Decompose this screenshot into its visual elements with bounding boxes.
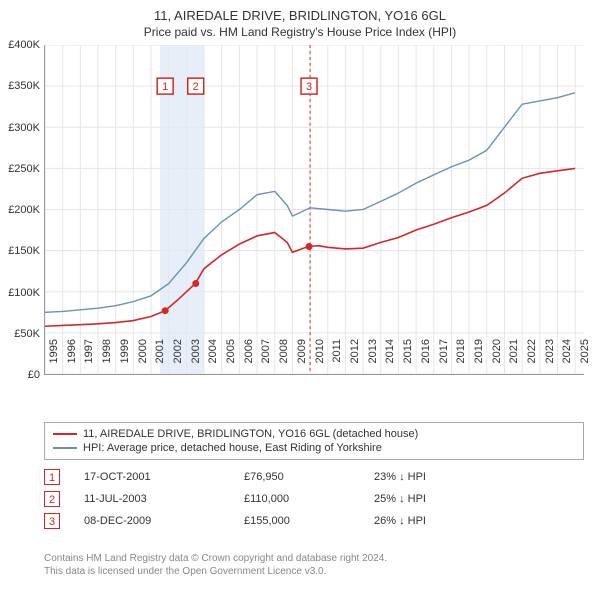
sale-marker-dot <box>192 280 199 287</box>
sale-marker-number: 2 <box>193 81 199 93</box>
sale-index-box: 2 <box>44 491 60 507</box>
sale-index-box: 3 <box>44 513 60 529</box>
x-axis-label: 1999 <box>119 339 131 379</box>
x-axis-label: 2025 <box>579 339 591 379</box>
x-axis-label: 2024 <box>561 339 573 379</box>
x-axis-label: 2021 <box>508 339 520 379</box>
x-axis-label: 2013 <box>367 339 379 379</box>
x-axis-label: 2015 <box>402 339 414 379</box>
x-axis-label: 2022 <box>526 339 538 379</box>
y-axis-label: £300K <box>0 122 40 134</box>
x-axis-label: 2011 <box>331 339 343 379</box>
chart-title: 11, AIREDALE DRIVE, BRIDLINGTON, YO16 6G… <box>0 0 600 23</box>
x-axis-label: 2004 <box>207 339 219 379</box>
chart-area: 1 2 3 £0 £50K £100K £150K £200K £250K £300K £350K… <box>0 45 600 445</box>
chart-subtitle: Price paid vs. HM Land Registry's House … <box>0 23 600 45</box>
sales-table: 117-OCT-2001£76,95023% ↓ HPI211-JUL-2003… <box>44 466 584 532</box>
y-axis-label: £150K <box>0 245 40 257</box>
x-axis-label: 2001 <box>154 339 166 379</box>
x-axis-label: 2010 <box>314 339 326 379</box>
chart-svg: 1 2 3 <box>45 45 584 374</box>
y-axis-label: £50K <box>0 328 40 340</box>
x-axis-label: 2023 <box>544 339 556 379</box>
x-axis-label: 2009 <box>296 339 308 379</box>
x-axis-label: 2005 <box>225 339 237 379</box>
table-row: 117-OCT-2001£76,95023% ↓ HPI <box>44 466 584 488</box>
legend-swatch <box>53 433 77 435</box>
sale-date: 17-OCT-2001 <box>60 471 244 483</box>
x-axis-label: 1998 <box>101 339 113 379</box>
plot-region: 1 2 3 <box>44 45 584 375</box>
x-axis-label: 2000 <box>137 339 149 379</box>
sale-date: 08-DEC-2009 <box>60 515 244 527</box>
footer-line-1: Contains HM Land Registry data © Crown c… <box>44 552 584 565</box>
x-axis-label: 2006 <box>243 339 255 379</box>
x-axis-label: 1997 <box>83 339 95 379</box>
y-axis-label: £100K <box>0 287 40 299</box>
legend-swatch <box>53 447 77 449</box>
x-axis-label: 2002 <box>172 339 184 379</box>
sale-vs-hpi: 23% ↓ HPI <box>374 471 584 483</box>
sale-marker-dot <box>306 243 313 250</box>
sale-vs-hpi: 25% ↓ HPI <box>374 493 584 505</box>
legend-row: 11, AIREDALE DRIVE, BRIDLINGTON, YO16 6G… <box>53 427 575 441</box>
sale-marker-number: 3 <box>306 81 312 93</box>
y-axis-label: £0 <box>0 369 40 381</box>
sale-marker-dot <box>162 307 169 314</box>
x-axis-label: 2017 <box>438 339 450 379</box>
x-axis-label: 2019 <box>473 339 485 379</box>
footer-attribution: Contains HM Land Registry data © Crown c… <box>44 552 584 578</box>
x-axis-label: 2018 <box>455 339 467 379</box>
x-axis-label: 2014 <box>384 339 396 379</box>
y-axis-label: £200K <box>0 204 40 216</box>
x-axis-label: 2012 <box>349 339 361 379</box>
legend-label: HPI: Average price, detached house, East… <box>83 442 382 454</box>
x-axis-label: 1995 <box>48 339 60 379</box>
table-row: 308-DEC-2009£155,00026% ↓ HPI <box>44 510 584 532</box>
x-axis-label: 1996 <box>66 339 78 379</box>
x-axis-label: 2003 <box>190 339 202 379</box>
footer-line-2: This data is licensed under the Open Gov… <box>44 565 584 578</box>
chart-container: 11, AIREDALE DRIVE, BRIDLINGTON, YO16 6G… <box>0 0 600 590</box>
sale-vs-hpi: 26% ↓ HPI <box>374 515 584 527</box>
sale-price: £155,000 <box>244 515 374 527</box>
legend-label: 11, AIREDALE DRIVE, BRIDLINGTON, YO16 6G… <box>83 428 418 440</box>
x-axis-label: 2007 <box>260 339 272 379</box>
x-axis-label: 2016 <box>420 339 432 379</box>
sale-date: 11-JUL-2003 <box>60 493 244 505</box>
sale-price: £76,950 <box>244 471 374 483</box>
sale-index-box: 1 <box>44 469 60 485</box>
y-axis-label: £400K <box>0 39 40 51</box>
y-axis-label: £350K <box>0 80 40 92</box>
x-axis-label: 2008 <box>278 339 290 379</box>
legend: 11, AIREDALE DRIVE, BRIDLINGTON, YO16 6G… <box>44 422 584 460</box>
table-row: 211-JUL-2003£110,00025% ↓ HPI <box>44 488 584 510</box>
x-axis-label: 2020 <box>491 339 503 379</box>
sale-marker-number: 1 <box>162 81 168 93</box>
y-axis-label: £250K <box>0 163 40 175</box>
legend-row: HPI: Average price, detached house, East… <box>53 441 575 455</box>
sale-price: £110,000 <box>244 493 374 505</box>
